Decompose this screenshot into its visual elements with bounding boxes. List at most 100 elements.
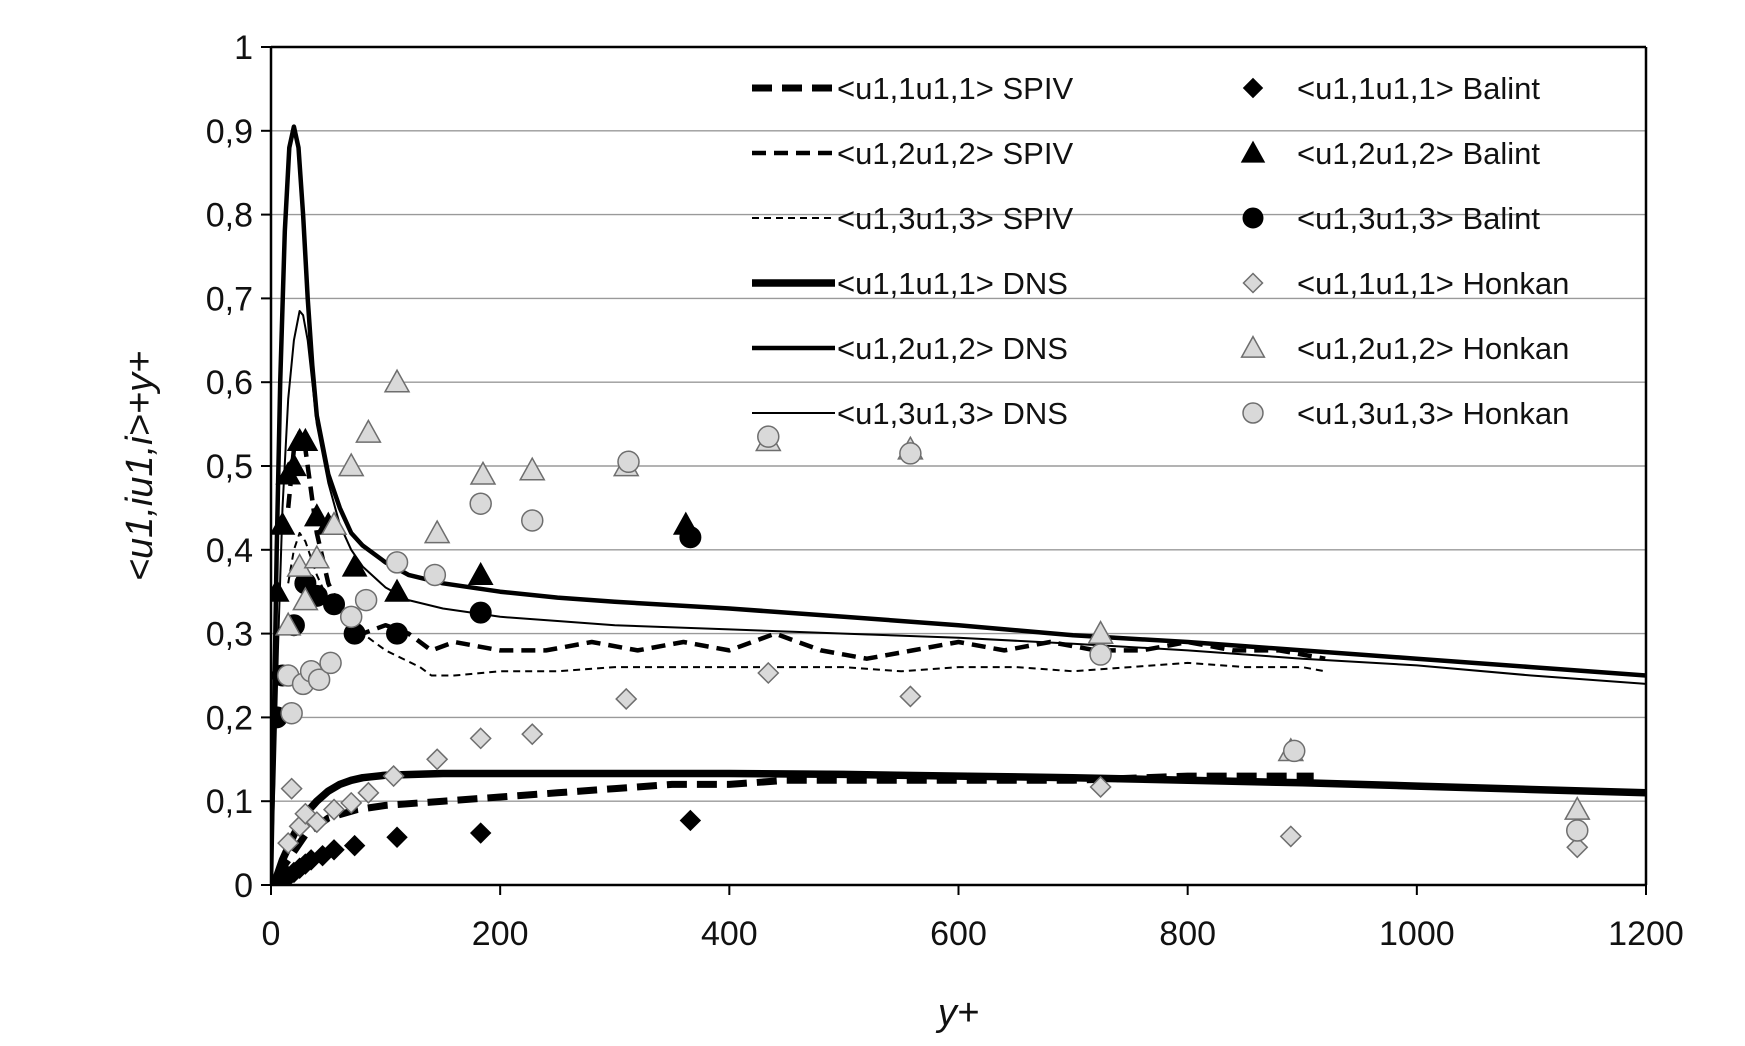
x-tick-label-3: 600 [930, 915, 987, 953]
x-tick-label-4: 800 [1159, 915, 1216, 953]
axes: 0 0,1 0,2 0,3 0,4 0,5 0,6 0,7 0,8 0,9 1 0 200 400 600 8… [119, 29, 1684, 1034]
legend-label-u1-1u1-1-spiv: <u1,1u1,1> SPIV [837, 71, 1073, 106]
point-u1-1u1-1-honkan-1 [280, 777, 303, 800]
point-u1-2u1-2-balint-5 [292, 427, 319, 451]
point-u1-2u1-2-balint-10 [467, 561, 494, 586]
y-tick-label-0: 0 [234, 867, 253, 905]
point-u1-2u1-2-honkan-5 [337, 452, 365, 477]
legend-swatch-u1-2u1-2-balint [1240, 140, 1266, 163]
point-u1-1u1-1-honkan-12 [615, 687, 638, 711]
series-line-u1-3u1-3-dns [271, 310, 1646, 885]
point-u1-1u1-1-balint-12 [679, 809, 702, 832]
y-tick-label-8: 0,8 [206, 197, 253, 235]
legend-label-u1-2u1-2-dns: <u1,2u1,2> DNS [837, 331, 1068, 366]
y-tick-label-5: 0,5 [206, 448, 253, 486]
point-u1-2u1-2-balint-9 [384, 578, 410, 602]
point-u1-1u1-1-honkan-17 [1566, 836, 1589, 859]
point-u1-3u1-3-honkan-13 [757, 425, 780, 448]
legend-label-u1-3u1-3-honkan: <u1,3u1,3> Honkan [1297, 396, 1569, 431]
point-u1-1u1-1-balint-11 [469, 822, 492, 844]
legend-swatch-u1-1u1-1-balint [1242, 77, 1264, 99]
point-u1-2u1-2-honkan-8 [423, 519, 451, 544]
series-line-u1-2u1-2-dns [271, 124, 1646, 885]
point-u1-3u1-3-honkan-7 [354, 588, 378, 612]
point-u1-2u1-2-balint-8 [341, 553, 368, 577]
y-tick-label-3: 0,3 [206, 616, 253, 654]
point-u1-1u1-1-honkan-6 [340, 791, 363, 814]
legend-label-u1-3u1-3-balint: <u1,3u1,3> Balint [1297, 201, 1540, 236]
point-u1-2u1-2-honkan-7 [383, 368, 411, 393]
point-u1-3u1-3-balint-9 [679, 526, 702, 549]
point-u1-2u1-2-honkan-3 [303, 544, 331, 569]
point-u1-1u1-1-honkan-15 [1089, 775, 1112, 799]
series-line-u1-2u1-2-spiv [285, 430, 1326, 661]
point-u1-1u1-1-honkan-16 [1279, 825, 1302, 848]
point-u1-2u1-2-honkan-6 [355, 418, 382, 443]
series-line-u1-3u1-3-spiv [287, 532, 1326, 677]
point-u1-3u1-3-balint-7 [386, 622, 409, 645]
point-u1-2u1-2-honkan-10 [518, 456, 546, 481]
legend-swatch-u1-3u1-3-balint [1242, 207, 1264, 229]
x-tick-label-0: 0 [262, 915, 281, 953]
point-u1-1u1-1-balint-9 [343, 834, 366, 857]
x-tick-label-1: 200 [472, 915, 529, 953]
point-u1-2u1-2-balint-6 [303, 503, 330, 527]
x-tick-label-5: 1000 [1379, 915, 1455, 953]
point-u1-3u1-3-honkan-10 [469, 492, 492, 515]
point-u1-1u1-1-honkan-0 [277, 832, 300, 855]
point-u1-3u1-3-honkan-12 [617, 450, 640, 474]
point-u1-3u1-3-honkan-11 [521, 509, 544, 532]
legend-swatch-u1-2u1-2-honkan [1240, 335, 1266, 358]
point-u1-1u1-1-honkan-13 [757, 661, 780, 685]
x-axis-title: y+ [935, 992, 979, 1034]
point-u1-1u1-1-honkan-14 [899, 685, 922, 708]
point-u1-3u1-3-honkan-9 [423, 563, 447, 587]
point-u1-2u1-2-honkan-0 [274, 611, 302, 636]
point-u1-2u1-2-balint-1 [271, 511, 296, 535]
x-tick-label-2: 400 [701, 915, 758, 953]
point-u1-3u1-3-honkan-1 [280, 701, 303, 725]
y-axis-title: <u1,iu1,i>+y+ [119, 351, 161, 581]
y-tick-label-2: 0,2 [206, 699, 253, 737]
point-u1-1u1-1-balint-8 [323, 839, 345, 861]
point-u1-1u1-1-honkan-11 [521, 723, 544, 746]
point-u1-3u1-3-honkan-16 [1282, 739, 1306, 763]
point-u1-3u1-3-honkan-14 [899, 442, 922, 465]
legend: <u1,1u1,1> SPIV <u1,2u1,2> SPIV <u1,3u1,3>… [752, 71, 1569, 431]
legend-label-u1-2u1-2-honkan: <u1,2u1,2> Honkan [1297, 331, 1569, 366]
point-u1-1u1-1-honkan-7 [357, 781, 380, 804]
point-u1-3u1-3-honkan-8 [385, 551, 409, 574]
point-u1-2u1-2-honkan-4 [320, 511, 348, 536]
point-u1-2u1-2-honkan-14 [1087, 620, 1114, 644]
point-u1-3u1-3-honkan-5 [319, 651, 342, 675]
legend-label-u1-2u1-2-spiv: <u1,2u1,2> SPIV [837, 136, 1073, 171]
point-u1-3u1-3-honkan-17 [1566, 819, 1589, 842]
point-u1-1u1-1-balint-10 [386, 826, 408, 848]
point-u1-2u1-2-balint-0 [271, 578, 290, 602]
y-tick-label-4: 0,4 [206, 532, 253, 570]
legend-swatch-u1-1u1-1-honkan [1242, 272, 1264, 294]
point-u1-3u1-3-honkan-6 [339, 605, 363, 629]
legend-label-u1-1u1-1-honkan: <u1,1u1,1> Honkan [1297, 266, 1569, 301]
y-tick-label-9: 0,9 [206, 113, 253, 151]
point-u1-3u1-3-balint-5 [323, 593, 346, 616]
point-u1-3u1-3-balint-8 [469, 601, 492, 624]
y-tick-label-7: 0,7 [206, 280, 253, 318]
legend-swatch-u1-3u1-3-honkan [1242, 402, 1264, 424]
point-u1-1u1-1-honkan-8 [382, 764, 405, 788]
legend-label-u1-1u1-1-dns: <u1,1u1,1> DNS [837, 266, 1068, 301]
marker-layer [271, 368, 1591, 885]
point-u1-3u1-3-honkan-4 [307, 668, 331, 691]
series-line-u1-1u1-1-spiv [273, 772, 1314, 879]
point-u1-1u1-1-honkan-4 [305, 811, 328, 834]
legend-label-u1-3u1-3-spiv: <u1,3u1,3> SPIV [837, 201, 1073, 236]
point-u1-1u1-1-honkan-5 [322, 798, 346, 821]
legend-label-u1-3u1-3-dns: <u1,3u1,3> DNS [837, 396, 1068, 431]
point-u1-2u1-2-honkan-2 [292, 586, 319, 611]
point-u1-3u1-3-honkan-15 [1089, 643, 1112, 666]
legend-label-u1-1u1-1-balint: <u1,1u1,1> Balint [1297, 71, 1540, 106]
point-u1-2u1-2-balint-3 [281, 452, 307, 477]
point-u1-2u1-2-honkan-16 [1563, 796, 1591, 820]
